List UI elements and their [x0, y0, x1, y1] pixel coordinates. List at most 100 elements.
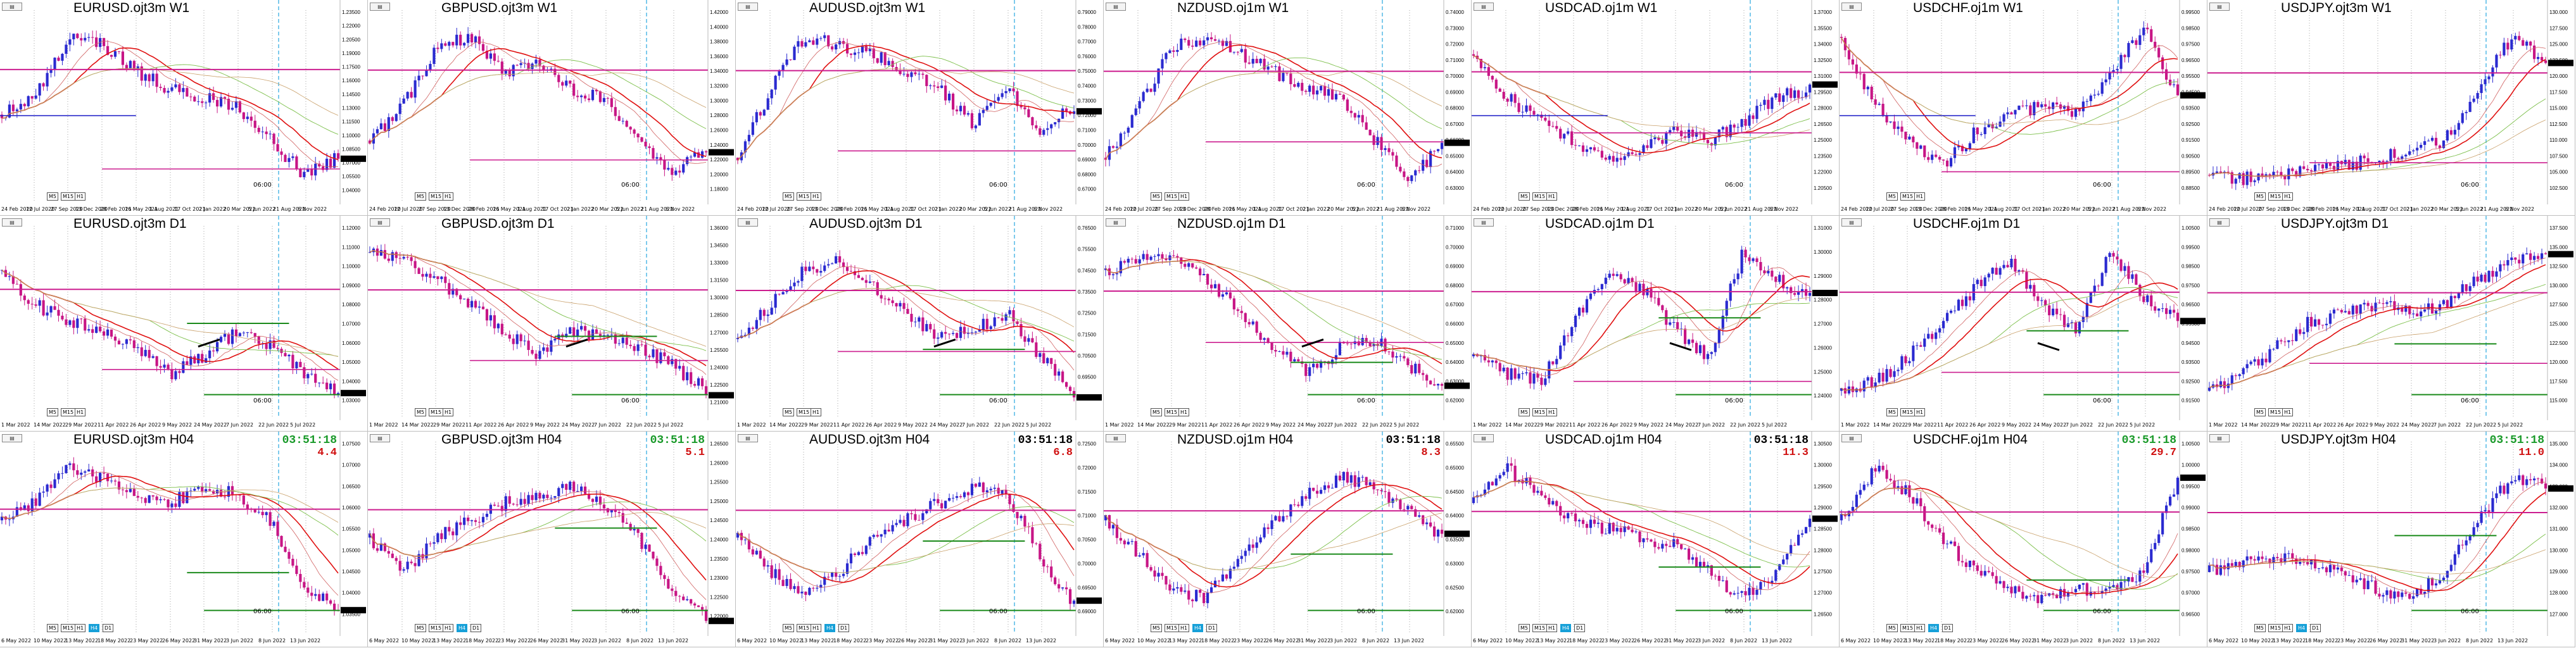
symbol-info-box[interactable]: ▤ — [2, 3, 22, 11]
symbol-info-box[interactable]: ▤ — [738, 3, 758, 11]
symbol-info-box[interactable]: ▤ — [1841, 434, 1862, 442]
timeframe-button-h1[interactable]: H1 — [443, 624, 454, 632]
symbol-info-box[interactable]: ▤ — [1474, 434, 1494, 442]
trend-arrow[interactable] — [1301, 339, 1324, 348]
timeframe-button-m5[interactable]: M5 — [1886, 408, 1898, 416]
timeframe-button-h1[interactable]: H1 — [1546, 192, 1558, 201]
symbol-info-box[interactable]: ▤ — [370, 434, 390, 442]
timeframe-button-h1[interactable]: H1 — [1546, 624, 1558, 632]
timeframe-button-m5[interactable]: M5 — [415, 408, 426, 416]
symbol-info-box[interactable]: ▤ — [1474, 3, 1494, 11]
chart-panel[interactable]: 0.76500 0.75500 0.74500 0.73500 0.72500 0.715… — [736, 216, 1104, 432]
chart-panel[interactable]: 1.005000.995000.985000.975000.965000.955… — [1840, 216, 2207, 432]
symbol-info-box[interactable]: ▤ — [2, 434, 22, 442]
chart-panel[interactable]: 1.42000 1.40000 1.38000 1.36000 1.34000 1.320… — [368, 0, 736, 216]
chart-panel[interactable]: 137.500 135.000 132.500 130.000 127.500 125.0… — [2207, 216, 2575, 432]
chart-panel[interactable]: 1.00500 1.00000 0.99500 0.99000 0.98500 0.980… — [1840, 432, 2207, 647]
timeframe-button-d1[interactable]: D1 — [103, 624, 114, 632]
timeframe-button-h1[interactable]: H1 — [2282, 408, 2294, 416]
chart-panel[interactable]: 1.30500 1.30000 1.29500 1.29000 1.28500 1.280… — [1472, 432, 1840, 647]
timeframe-button-h1[interactable]: H1 — [1178, 624, 1190, 632]
timeframe-button-m15[interactable]: M15 — [2268, 624, 2283, 632]
chart-panel[interactable]: 135.000134.000133.000132.000131.000130.0… — [2207, 432, 2575, 647]
timeframe-button-h1[interactable]: H1 — [2282, 624, 2294, 632]
timeframe-button-m15[interactable]: M15 — [797, 192, 812, 201]
timeframe-button-m15[interactable]: M15 — [2268, 408, 2283, 416]
timeframe-button-m5[interactable]: M5 — [1151, 192, 1162, 201]
timeframe-button-h4[interactable]: H4 — [89, 624, 100, 632]
symbol-info-box[interactable]: ▤ — [738, 218, 758, 227]
timeframe-button-h4[interactable]: H4 — [1560, 624, 1572, 632]
timeframe-button-m15[interactable]: M15 — [1532, 624, 1548, 632]
timeframe-button-d1[interactable]: D1 — [838, 624, 850, 632]
timeframe-button-h1[interactable]: H1 — [811, 624, 822, 632]
timeframe-button-m5[interactable]: M5 — [47, 192, 58, 201]
symbol-info-box[interactable]: ▤ — [1474, 218, 1494, 227]
chart-panel[interactable]: 1.12000 1.11000 1.10000 1.09000 1.08000 1.070… — [0, 216, 368, 432]
timeframe-button-m5[interactable]: M5 — [1518, 192, 1530, 201]
symbol-info-box[interactable]: ▤ — [1106, 434, 1126, 442]
timeframe-button-d1[interactable]: D1 — [1942, 624, 1954, 632]
symbol-info-box[interactable]: ▤ — [1106, 3, 1126, 11]
chart-panel[interactable]: 1.07500 1.07000 1.06500 1.06000 1.05500 1.050… — [0, 432, 368, 647]
timeframe-button-h1[interactable]: H1 — [1546, 408, 1558, 416]
timeframe-button-h4[interactable]: H4 — [2296, 624, 2308, 632]
timeframe-button-m15[interactable]: M15 — [797, 624, 812, 632]
timeframe-button-d1[interactable]: D1 — [470, 624, 482, 632]
timeframe-button-m5[interactable]: M5 — [2254, 624, 2266, 632]
symbol-info-box[interactable]: ▤ — [738, 434, 758, 442]
timeframe-button-h1[interactable]: H1 — [1178, 408, 1190, 416]
chart-panel[interactable]: 0.65500 0.65000 0.64500 0.64000 0.63500 0.630… — [1104, 432, 1472, 647]
timeframe-button-m5[interactable]: M5 — [415, 624, 426, 632]
chart-panel[interactable]: 1.37000 1.35500 1.34000 1.32500 1.31000 1.295… — [1472, 0, 1840, 216]
timeframe-button-m15[interactable]: M15 — [1900, 192, 1916, 201]
chart-panel[interactable]: 1.26500 1.26000 1.25500 1.25000 1.24500 1.240… — [368, 432, 736, 647]
trend-arrow[interactable] — [2037, 342, 2060, 351]
timeframe-button-h4[interactable]: H4 — [457, 624, 468, 632]
timeframe-button-m15[interactable]: M15 — [1900, 624, 1916, 632]
timeframe-button-m5[interactable]: M5 — [783, 408, 794, 416]
timeframe-button-m15[interactable]: M15 — [61, 408, 76, 416]
symbol-info-box[interactable]: ▤ — [1841, 218, 1862, 227]
timeframe-button-m15[interactable]: M15 — [429, 408, 444, 416]
chart-panel[interactable]: 0.995000.985000.975000.965000.955000.945… — [1840, 0, 2207, 216]
timeframe-button-m15[interactable]: M15 — [429, 624, 444, 632]
chart-panel[interactable]: 0.71000 0.70000 0.69000 0.68000 0.67000 0.660… — [1104, 216, 1472, 432]
timeframe-button-m5[interactable]: M5 — [1886, 624, 1898, 632]
timeframe-button-m15[interactable]: M15 — [797, 408, 812, 416]
timeframe-button-m5[interactable]: M5 — [2254, 192, 2266, 201]
timeframe-button-h1[interactable]: H1 — [2282, 192, 2294, 201]
timeframe-button-m5[interactable]: M5 — [1518, 408, 1530, 416]
timeframe-button-m15[interactable]: M15 — [1165, 408, 1180, 416]
timeframe-button-m15[interactable]: M15 — [1532, 408, 1548, 416]
timeframe-button-h1[interactable]: H1 — [811, 408, 822, 416]
timeframe-button-m15[interactable]: M15 — [1165, 624, 1180, 632]
timeframe-button-m15[interactable]: M15 — [429, 192, 444, 201]
trend-arrow[interactable] — [198, 339, 220, 348]
trend-arrow[interactable] — [565, 339, 588, 348]
trend-arrow[interactable] — [1669, 342, 1692, 351]
timeframe-button-d1[interactable]: D1 — [1206, 624, 1218, 632]
timeframe-button-h1[interactable]: H1 — [1914, 624, 1926, 632]
chart-panel[interactable]: 0.72500 0.72000 0.71500 0.71000 0.70500 0.700… — [736, 432, 1104, 647]
symbol-info-box[interactable]: ▤ — [2209, 434, 2230, 442]
timeframe-button-d1[interactable]: D1 — [1574, 624, 1586, 632]
timeframe-button-d1[interactable]: D1 — [2310, 624, 2321, 632]
timeframe-button-m15[interactable]: M15 — [1532, 192, 1548, 201]
timeframe-button-h1[interactable]: H1 — [1914, 408, 1926, 416]
chart-panel[interactable]: 0.74000 0.73000 0.72000 0.71000 0.70000 0.690… — [1104, 0, 1472, 216]
symbol-info-box[interactable]: ▤ — [370, 218, 390, 227]
symbol-info-box[interactable]: ▤ — [2, 218, 22, 227]
timeframe-button-m5[interactable]: M5 — [1886, 192, 1898, 201]
chart-panel[interactable]: 130.000127.500125.000122.500120.000117.5… — [2207, 0, 2575, 216]
symbol-info-box[interactable]: ▤ — [1841, 3, 1862, 11]
timeframe-button-h1[interactable]: H1 — [1914, 192, 1926, 201]
symbol-info-box[interactable]: ▤ — [1106, 218, 1126, 227]
trend-arrow[interactable] — [933, 339, 956, 348]
chart-panel[interactable]: 1.31000 1.30000 1.29000 1.28000 1.27000 1.260… — [1472, 216, 1840, 432]
timeframe-button-m5[interactable]: M5 — [47, 408, 58, 416]
timeframe-button-h1[interactable]: H1 — [443, 408, 454, 416]
timeframe-button-m5[interactable]: M5 — [1518, 624, 1530, 632]
timeframe-button-h1[interactable]: H1 — [1178, 192, 1190, 201]
chart-panel[interactable]: 1.36000 1.34500 1.33000 1.31500 1.30000 1.285… — [368, 216, 736, 432]
